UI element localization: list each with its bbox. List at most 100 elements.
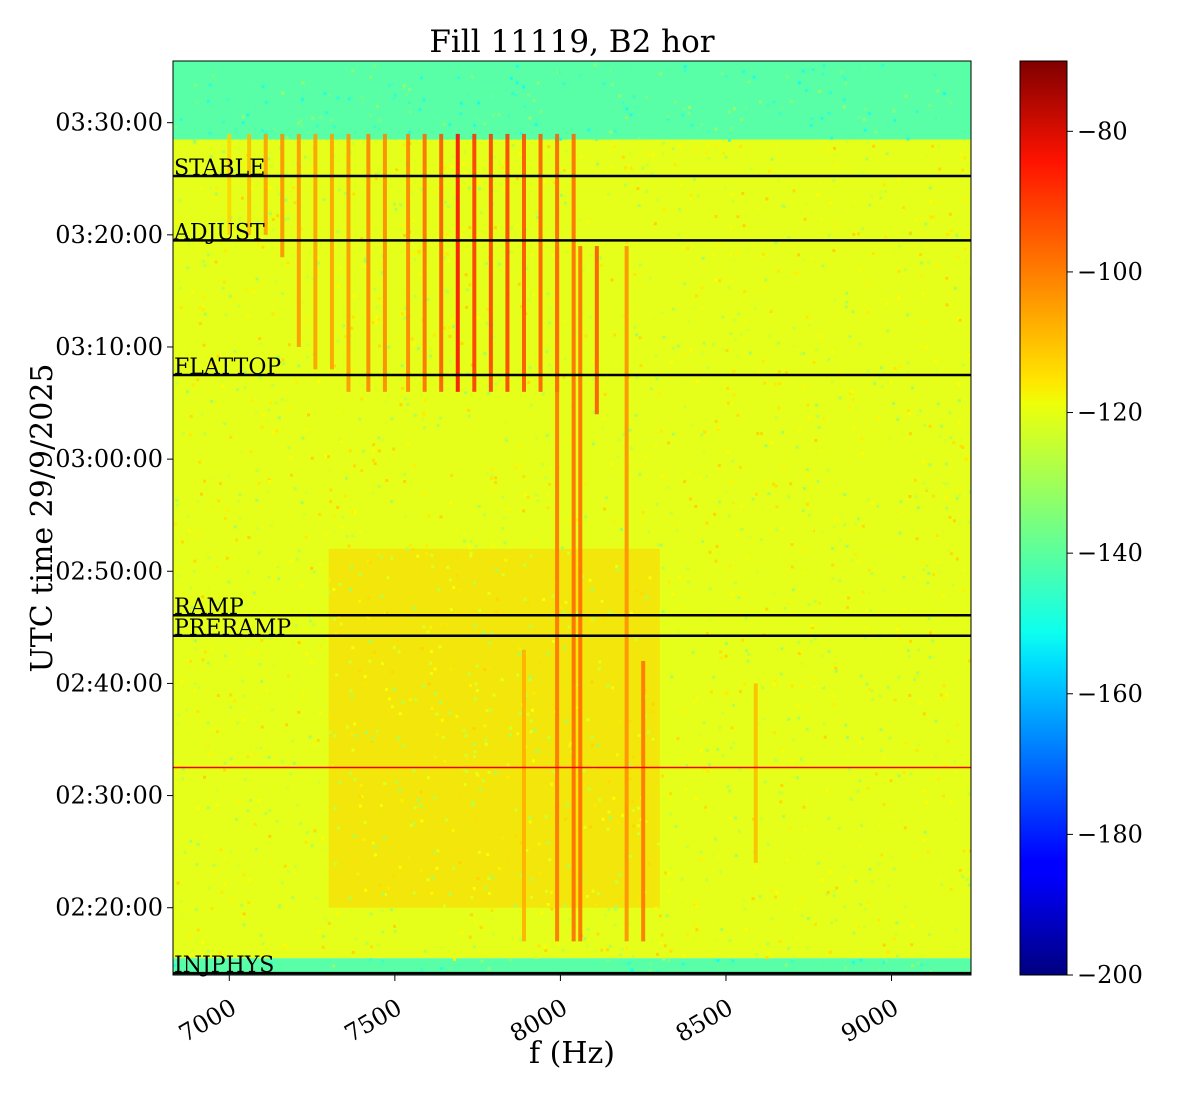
noise-pixel: [857, 736, 861, 740]
noise-pixel: [361, 100, 365, 104]
noise-pixel: [389, 908, 393, 912]
noise-pixel: [730, 193, 734, 197]
noise-pixel: [884, 651, 888, 655]
noise-pixel: [323, 92, 327, 96]
spectral-line: [247, 133, 252, 235]
noise-pixel: [310, 456, 314, 460]
noise-pixel: [446, 290, 450, 294]
noise-pixel: [336, 826, 340, 830]
noise-pixel: [732, 319, 736, 323]
noise-pixel: [780, 784, 784, 788]
noise-pixel: [369, 912, 373, 916]
noise-pixel: [843, 958, 847, 962]
noise-pixel: [676, 344, 680, 348]
noise-pixel: [861, 451, 865, 455]
noise-pixel: [802, 351, 806, 355]
noise-pixel: [596, 892, 600, 896]
noise-pixel: [223, 516, 227, 520]
spectral-line: [422, 133, 427, 392]
noise-pixel: [495, 568, 499, 572]
noise-pixel: [206, 253, 210, 257]
noise-pixel: [363, 675, 367, 679]
noise-pixel: [915, 110, 919, 114]
noise-pixel: [516, 223, 520, 227]
noise-pixel: [470, 135, 474, 139]
noise-pixel: [806, 403, 810, 407]
noise-pixel: [958, 318, 962, 322]
y-tick-label: 02:40:00: [55, 669, 163, 697]
noise-pixel: [258, 375, 262, 379]
noise-pixel: [339, 622, 343, 626]
noise-pixel: [805, 468, 809, 472]
noise-pixel: [210, 154, 214, 158]
noise-pixel: [208, 131, 212, 135]
noise-pixel: [914, 603, 918, 607]
noise-pixel: [338, 780, 342, 784]
noise-pixel: [582, 268, 586, 272]
noise-pixel: [845, 735, 849, 739]
noise-pixel: [764, 444, 768, 448]
noise-pixel: [647, 730, 651, 734]
noise-pixel: [281, 881, 285, 885]
noise-pixel: [377, 449, 381, 453]
noise-pixel: [920, 963, 924, 967]
noise-pixel: [845, 291, 849, 295]
noise-pixel: [772, 591, 776, 595]
noise-pixel: [550, 907, 554, 911]
noise-pixel: [792, 345, 796, 349]
noise-pixel: [628, 719, 632, 723]
noise-pixel: [506, 775, 510, 779]
noise-pixel: [963, 258, 967, 262]
noise-pixel: [608, 611, 612, 615]
noise-pixel: [861, 524, 865, 528]
noise-pixel: [375, 104, 379, 108]
noise-pixel: [774, 484, 778, 488]
noise-pixel: [754, 492, 758, 496]
noise-pixel: [845, 300, 849, 304]
noise-pixel: [936, 144, 940, 148]
colorbar-tick-label: −140: [1077, 539, 1143, 567]
noise-pixel: [285, 69, 289, 73]
noise-pixel: [288, 578, 292, 582]
noise-pixel: [409, 543, 413, 547]
noise-pixel: [200, 823, 204, 827]
noise-pixel: [351, 315, 355, 319]
noise-pixel: [249, 743, 253, 747]
noise-pixel: [518, 463, 522, 467]
noise-pixel: [919, 925, 923, 929]
noise-pixel: [324, 111, 328, 115]
colorbar-tick-label: −120: [1077, 399, 1143, 427]
noise-pixel: [947, 541, 951, 545]
noise-pixel: [509, 76, 513, 80]
noise-pixel: [185, 708, 189, 712]
noise-pixel: [448, 711, 452, 715]
noise-pixel: [187, 242, 191, 246]
noise-pixel: [204, 650, 208, 654]
noise-pixel: [394, 207, 398, 211]
noise-pixel: [525, 266, 529, 270]
noise-pixel: [882, 757, 886, 761]
noise-pixel: [216, 730, 220, 734]
noise-pixel: [758, 887, 762, 891]
noise-pixel: [703, 430, 707, 434]
noise-pixel: [417, 272, 421, 276]
noise-pixel: [657, 543, 661, 547]
noise-pixel: [637, 136, 641, 140]
noise-pixel: [196, 928, 200, 932]
noise-pixel: [966, 233, 970, 237]
noise-pixel: [689, 196, 693, 200]
noise-pixel: [914, 495, 918, 499]
noise-pixel: [858, 845, 862, 849]
noise-pixel: [516, 673, 520, 677]
noise-pixel: [916, 671, 920, 675]
noise-pixel: [346, 725, 350, 729]
noise-pixel: [735, 354, 739, 358]
noise-pixel: [868, 867, 872, 871]
noise-pixel: [196, 710, 200, 714]
noise-pixel: [402, 87, 406, 91]
noise-pixel: [725, 949, 729, 953]
noise-pixel: [800, 925, 804, 929]
noise-pixel: [464, 769, 468, 773]
noise-pixel: [417, 755, 421, 759]
noise-pixel: [882, 802, 886, 806]
